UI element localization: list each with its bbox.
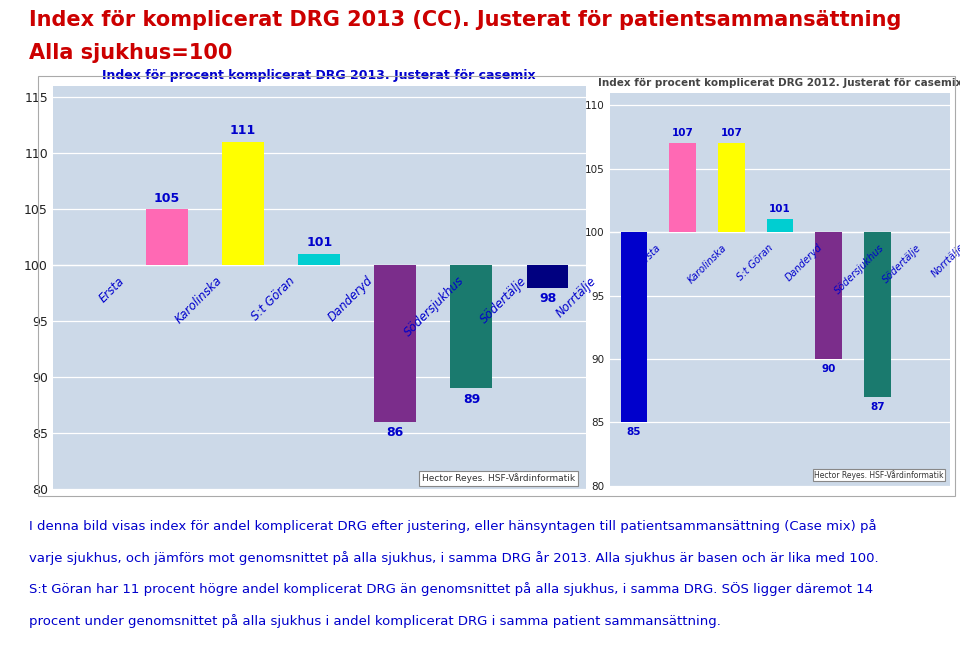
Text: 107: 107 — [672, 128, 693, 138]
Text: Södertälje: Södertälje — [881, 242, 924, 285]
Text: Karolinska: Karolinska — [173, 274, 226, 327]
Bar — [222, 142, 264, 265]
Text: 98: 98 — [539, 292, 556, 305]
Text: 89: 89 — [463, 393, 480, 406]
Text: 111: 111 — [230, 124, 256, 137]
Text: I denna bild visas index för andel komplicerat DRG efter justering, eller hänsyn: I denna bild visas index för andel kompl… — [29, 519, 876, 533]
Text: Index för komplicerat DRG 2013 (CC). Justerat för patientsammansättning: Index för komplicerat DRG 2013 (CC). Jus… — [29, 10, 901, 30]
Text: 87: 87 — [870, 402, 885, 412]
Text: Hector Reyes. HSF-Vårdinformatik: Hector Reyes. HSF-Vårdinformatik — [421, 473, 575, 483]
Text: 86: 86 — [387, 426, 404, 440]
Text: 101: 101 — [306, 237, 332, 249]
Text: 101: 101 — [769, 204, 791, 214]
Text: Norrtälje: Norrtälje — [554, 274, 599, 320]
Bar — [669, 143, 696, 232]
Bar — [815, 232, 842, 359]
Bar — [450, 265, 492, 389]
Bar — [767, 219, 793, 232]
Bar — [146, 209, 188, 265]
Text: Södersjukhus: Södersjukhus — [832, 242, 886, 295]
Bar — [374, 265, 417, 422]
Text: Ersta: Ersta — [637, 242, 662, 267]
Text: Hector Reyes. HSF-Vårdinformatik: Hector Reyes. HSF-Vårdinformatik — [814, 470, 944, 480]
Text: Norrtälje: Norrtälje — [930, 242, 960, 280]
Bar — [527, 265, 568, 288]
Bar — [299, 254, 340, 265]
Text: Karolinska: Karolinska — [686, 242, 730, 285]
Title: Index för procent komplicerat DRG 2012. Justerat för casemix: Index för procent komplicerat DRG 2012. … — [598, 77, 960, 88]
Text: S:t Göran har 11 procent högre andel komplicerat DRG än genomsnittet på alla sju: S:t Göran har 11 procent högre andel kom… — [29, 582, 873, 596]
Text: 107: 107 — [720, 128, 742, 138]
Text: Danderyd: Danderyd — [784, 242, 825, 283]
Text: Danderyd: Danderyd — [325, 274, 375, 324]
Text: 105: 105 — [154, 192, 180, 205]
Text: 85: 85 — [627, 428, 641, 438]
Text: S:t Göran: S:t Göran — [250, 274, 298, 323]
Bar — [620, 232, 647, 422]
Title: Index för procent komplicerat DRG 2013. Justerat för casemix: Index för procent komplicerat DRG 2013. … — [103, 69, 536, 82]
Text: varje sjukhus, och jämförs mot genomsnittet på alla sjukhus, i samma DRG år 2013: varje sjukhus, och jämförs mot genomsnit… — [29, 551, 878, 564]
Text: Södersjukhus: Södersjukhus — [401, 274, 467, 339]
Text: S:t Göran: S:t Göran — [735, 242, 775, 282]
Bar — [718, 143, 745, 232]
Text: Alla sjukhus=100: Alla sjukhus=100 — [29, 43, 232, 63]
Text: Södertälje: Södertälje — [477, 274, 529, 326]
Text: procent under genomsnittet på alla sjukhus i andel komplicerat DRG i samma patie: procent under genomsnittet på alla sjukh… — [29, 614, 721, 628]
Text: 90: 90 — [822, 364, 836, 374]
Bar — [864, 232, 891, 397]
Text: Ersta: Ersta — [97, 274, 128, 305]
